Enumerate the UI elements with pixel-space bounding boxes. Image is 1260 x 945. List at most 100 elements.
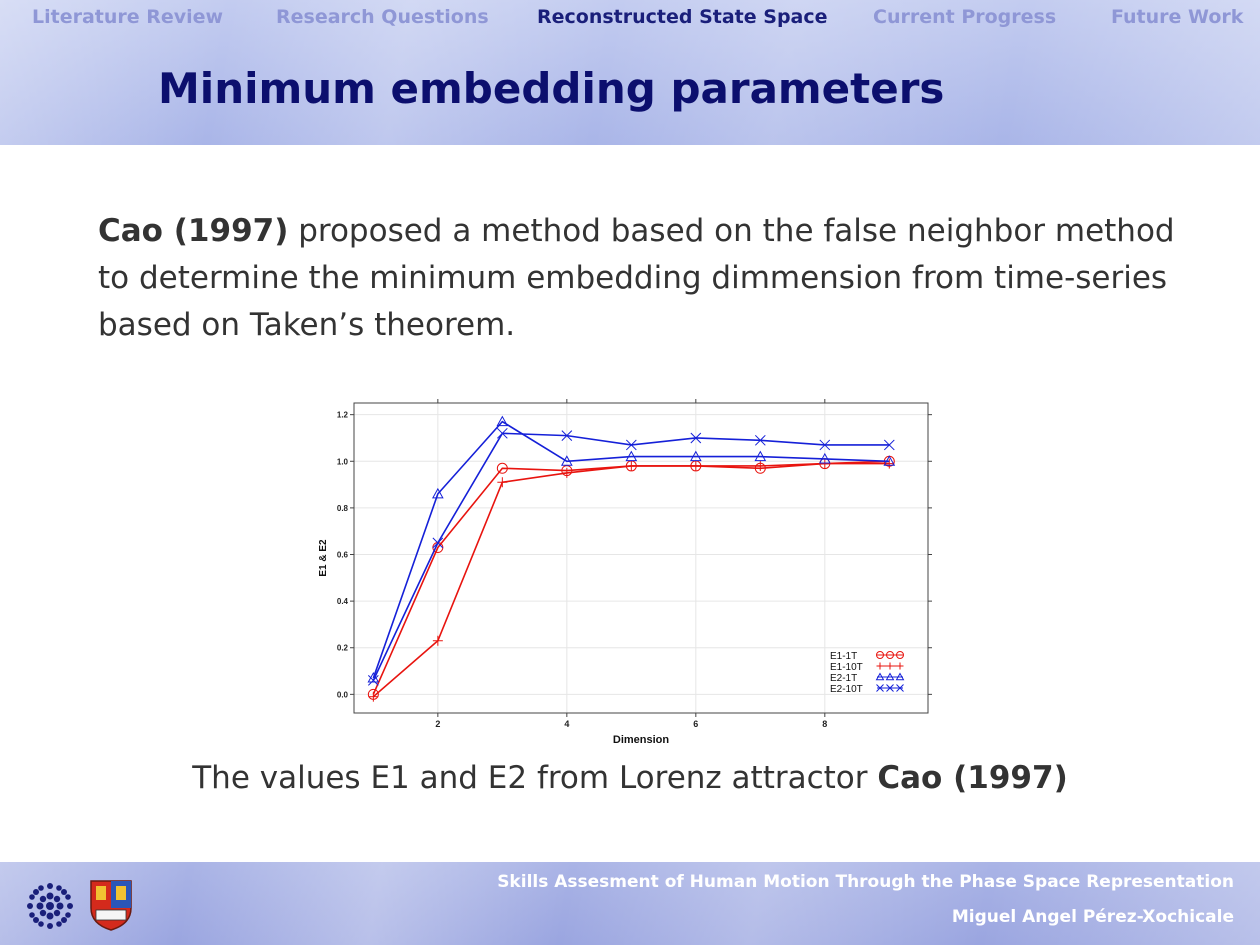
- y-tick-label: 0.0: [337, 690, 349, 699]
- data-point-e1-1t-shape: [496, 462, 508, 474]
- legend-marker: [896, 684, 904, 692]
- legend-label: E2-10T: [830, 684, 863, 695]
- legend-marker: [895, 672, 905, 681]
- legend-marker-shape: [895, 672, 905, 681]
- data-point-e1-10t: [497, 477, 508, 488]
- x-axis-label: Dimension: [613, 734, 670, 746]
- legend-marker: [896, 662, 904, 670]
- data-point-e2-1t: [431, 487, 444, 499]
- data-point-e2-10t: [561, 430, 573, 441]
- caption-text: The values E1 and E2 from Lorenz attract…: [192, 760, 878, 796]
- legend-marker-shape: [886, 651, 894, 659]
- data-point-e2-1t-shape: [625, 450, 638, 462]
- legend-marker-shape: [876, 651, 884, 659]
- data-point-e2-1t: [689, 450, 702, 462]
- legend-marker: [876, 662, 884, 670]
- figure-caption: The values E1 and E2 from Lorenz attract…: [0, 760, 1260, 796]
- data-point-e2-10t: [819, 439, 831, 451]
- x-tick-label: 8: [822, 719, 827, 729]
- data-point-e2-1t: [883, 455, 896, 466]
- data-point-e2-1t-shape: [883, 455, 896, 466]
- legend-marker: [886, 662, 894, 670]
- legend-label: E2-1T: [830, 673, 857, 684]
- data-point-e2-1t-shape: [754, 450, 767, 462]
- data-point-e1-10t: [432, 635, 443, 646]
- series-line-e1-1t: [372, 460, 890, 695]
- data-point-e2-1t-shape: [560, 455, 573, 466]
- legend-marker-shape: [875, 672, 885, 681]
- data-point-e1-10t: [368, 691, 379, 702]
- legend-marker-shape: [885, 672, 895, 681]
- nav-item-future-work[interactable]: Future Work: [1111, 6, 1244, 28]
- nav-item-literature-review[interactable]: Literature Review: [32, 6, 224, 28]
- data-point-e2-10t: [690, 432, 702, 444]
- data-point-e2-1t-shape: [496, 415, 509, 427]
- nav-item-current-progress[interactable]: Current Progress: [873, 6, 1057, 28]
- data-point-e2-1t-shape: [689, 450, 702, 462]
- y-tick-label: 0.4: [337, 597, 349, 606]
- legend-marker: [886, 684, 894, 692]
- legend-marker: [896, 651, 904, 659]
- data-point-e1-10t: [819, 458, 830, 469]
- nav-item-reconstructed-state-space[interactable]: Reconstructed State Space: [537, 6, 828, 28]
- data-point-e2-1t-shape: [431, 487, 444, 499]
- data-point-e2-10t: [432, 537, 444, 549]
- nav-item-research-questions[interactable]: Research Questions: [276, 6, 489, 28]
- caption-citation: Cao (1997): [877, 760, 1068, 796]
- legend-marker-shape: [896, 684, 904, 692]
- data-point-e2-10t: [754, 434, 766, 446]
- data-point-e1-1t: [496, 462, 508, 474]
- y-tick-label: 0.8: [337, 504, 349, 513]
- author-name: Miguel Angel Pérez-Xochicale: [951, 907, 1234, 927]
- legend-marker: [876, 651, 884, 659]
- legend-marker: [876, 684, 884, 692]
- university-crest-logo: [90, 880, 132, 931]
- data-point-e2-1t: [560, 455, 573, 466]
- legend-marker: [885, 672, 895, 681]
- legend-marker: [875, 672, 885, 681]
- y-tick-label: 1.2: [337, 411, 349, 420]
- data-point-e2-10t: [367, 675, 379, 686]
- slide-body-text: Cao (1997) proposed a method based on th…: [98, 208, 1198, 349]
- data-point-e2-10t: [883, 439, 895, 451]
- legend-label: E1-10T: [830, 662, 863, 673]
- data-point-e2-10t-shape: [754, 434, 766, 446]
- data-point-e2-10t-shape: [432, 537, 444, 549]
- data-point-e2-10t-shape: [883, 439, 895, 451]
- e1-e2-chart: 2 4 6 8 0.0 0.2 0.4 0.6 0.8 1.0 1.2 Dimension E1 & E…: [318, 399, 932, 746]
- data-point-e1-10t: [884, 458, 895, 469]
- y-tick-label: 0.6: [337, 551, 349, 560]
- data-point-e2-1t: [818, 452, 831, 464]
- data-point-e2-10t-shape: [625, 439, 637, 451]
- data-point-e1-10t: [755, 460, 766, 471]
- section-navigation: Literature Review Research Questions Rec…: [0, 6, 1260, 32]
- slide-title: Minimum embedding parameters: [158, 64, 945, 113]
- x-tick-label: 4: [564, 719, 569, 729]
- data-point-e2-10t: [625, 439, 637, 451]
- slide-footer: Skills Assesment of Human Motion Through…: [0, 862, 1260, 945]
- legend-marker: [886, 651, 894, 659]
- citation-bold: Cao (1997): [98, 213, 289, 249]
- data-point-e2-1t: [625, 450, 638, 462]
- data-point-e2-1t: [754, 450, 767, 462]
- legend-label: E1-1T: [830, 651, 857, 662]
- university-seal-logo: [27, 883, 73, 929]
- data-point-e2-10t-shape: [367, 675, 379, 686]
- plot-frame: [353, 402, 929, 714]
- presentation-title: Skills Assesment of Human Motion Through…: [497, 872, 1234, 892]
- data-point-e2-10t-shape: [561, 430, 573, 441]
- data-point-e2-1t-shape: [818, 452, 831, 464]
- legend-marker-shape: [876, 684, 884, 692]
- series-line-e1-10t: [372, 462, 890, 698]
- data-point-e2-10t-shape: [690, 432, 702, 444]
- body-text-content: proposed a method based on the false nei…: [98, 213, 1175, 343]
- data-point-e2-10t-shape: [819, 439, 831, 451]
- y-axis-label: E1 & E2: [318, 539, 329, 577]
- data-point-e1-10t: [626, 460, 637, 471]
- data-point-e1-10t: [690, 460, 701, 471]
- data-point-e2-10t: [496, 427, 508, 439]
- slide-header: Literature Review Research Questions Rec…: [0, 0, 1260, 145]
- y-tick-label: 0.2: [337, 644, 349, 653]
- legend-marker-shape: [886, 684, 894, 692]
- legend-marker-shape: [896, 651, 904, 659]
